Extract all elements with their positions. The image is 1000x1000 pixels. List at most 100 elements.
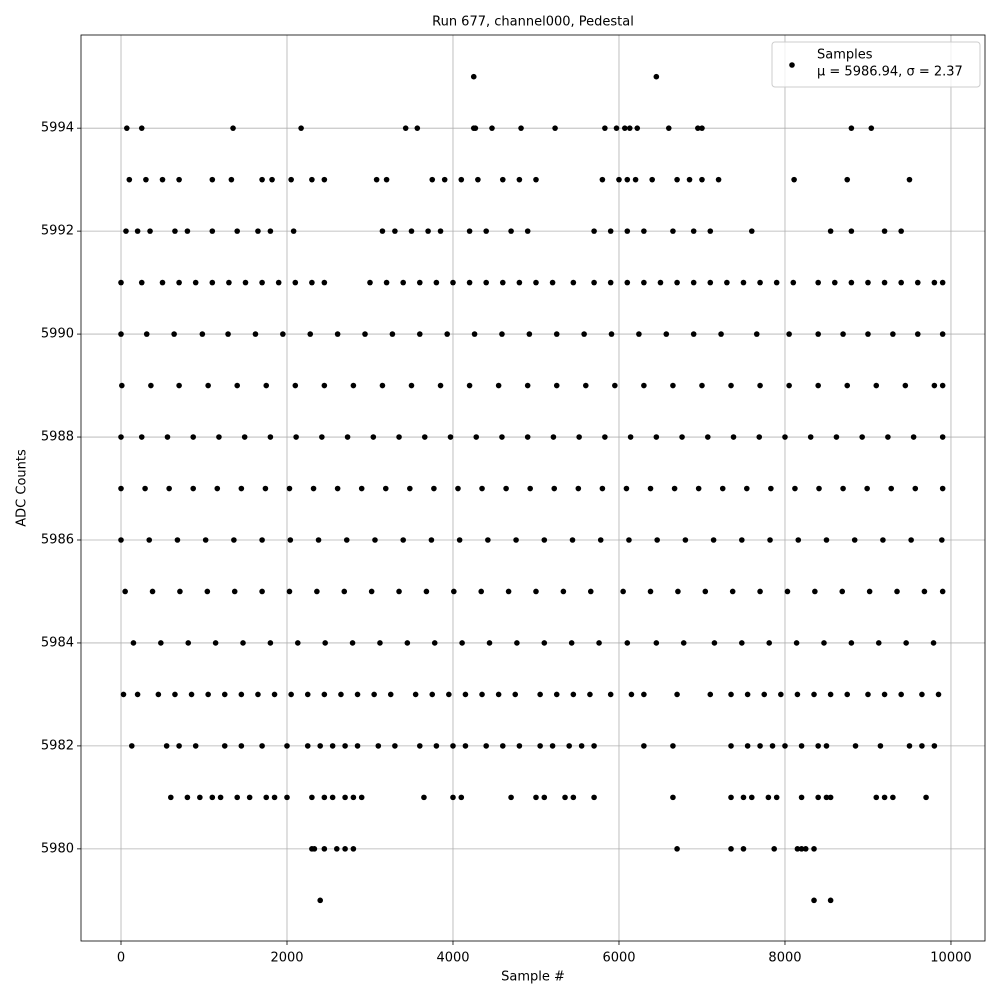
data-point [123, 228, 129, 234]
data-point [433, 279, 440, 286]
data-point [710, 537, 717, 543]
data-point [259, 588, 265, 595]
data-point [881, 691, 888, 698]
data-point [794, 846, 801, 852]
data-point [321, 794, 328, 801]
data-point [699, 176, 705, 183]
data-point [446, 691, 452, 698]
data-point [757, 279, 763, 286]
data-point [865, 691, 871, 698]
data-point [338, 691, 344, 698]
data-point [329, 743, 336, 749]
data-point [591, 279, 597, 286]
data-point [246, 794, 253, 801]
data-point [607, 691, 614, 698]
data-point [815, 382, 821, 389]
data-point [802, 846, 809, 852]
data-point [489, 125, 495, 131]
data-point [400, 279, 406, 286]
data-point [429, 176, 436, 183]
data-point [329, 794, 336, 801]
data-point [221, 691, 228, 698]
data-point [190, 485, 197, 492]
data-point [271, 794, 278, 801]
data-point [910, 434, 917, 440]
data-point [458, 794, 465, 801]
data-point [475, 176, 481, 183]
data-point [744, 691, 751, 698]
data-point [627, 434, 634, 440]
data-point [423, 588, 430, 595]
data-point [908, 537, 914, 543]
data-point [485, 537, 491, 543]
data-point [930, 640, 937, 646]
data-point [230, 125, 236, 131]
data-point [935, 691, 942, 698]
data-point [317, 897, 323, 904]
data-point [255, 691, 261, 698]
data-point [513, 537, 519, 543]
data-point [739, 537, 745, 543]
data-point [821, 640, 827, 646]
data-point [653, 73, 660, 80]
data-point [868, 125, 875, 131]
data-point [389, 331, 396, 337]
data-point [290, 228, 297, 234]
data-point [898, 279, 904, 286]
data-point [784, 588, 791, 595]
data-point [322, 640, 328, 646]
data-point [914, 331, 921, 337]
x-tick-label: 6000 [602, 951, 635, 966]
data-point [416, 331, 423, 337]
data-point [146, 537, 153, 543]
data-point [429, 691, 436, 698]
data-point [811, 691, 817, 698]
data-point [240, 640, 246, 646]
y-tick-label: 5982 [41, 738, 74, 753]
data-point [729, 588, 736, 595]
data-point [176, 382, 182, 389]
data-point [888, 485, 895, 492]
data-point [641, 279, 647, 286]
data-point [444, 331, 450, 337]
data-point [231, 588, 238, 595]
data-point [267, 434, 274, 440]
data-point [209, 279, 216, 286]
data-point [898, 691, 904, 698]
data-point [205, 382, 211, 389]
data-point [690, 279, 697, 286]
data-point [350, 382, 357, 389]
data-point [205, 691, 211, 698]
data-point [686, 176, 693, 183]
data-point [931, 279, 938, 286]
data-point [392, 743, 398, 749]
data-point [551, 485, 558, 492]
data-point [159, 279, 166, 286]
data-point [138, 125, 145, 131]
data-point [939, 537, 945, 543]
data-point [890, 331, 896, 337]
data-point [753, 331, 760, 337]
data-point [149, 588, 156, 595]
data-point [919, 691, 925, 698]
data-point [875, 640, 882, 646]
data-point [612, 382, 618, 389]
data-point [177, 588, 183, 595]
data-point [623, 485, 630, 492]
data-point [192, 743, 199, 749]
data-point [902, 382, 909, 389]
y-tick-label: 5994 [41, 121, 74, 136]
data-point [728, 382, 734, 389]
data-point [483, 743, 489, 749]
data-point [459, 640, 465, 646]
data-point [128, 743, 135, 749]
data-point [711, 640, 718, 646]
data-point [252, 331, 259, 337]
data-point [647, 588, 654, 595]
data-point [288, 691, 294, 698]
data-point [466, 228, 473, 234]
data-point [120, 691, 127, 698]
data-point [533, 279, 539, 286]
data-point [516, 279, 523, 286]
